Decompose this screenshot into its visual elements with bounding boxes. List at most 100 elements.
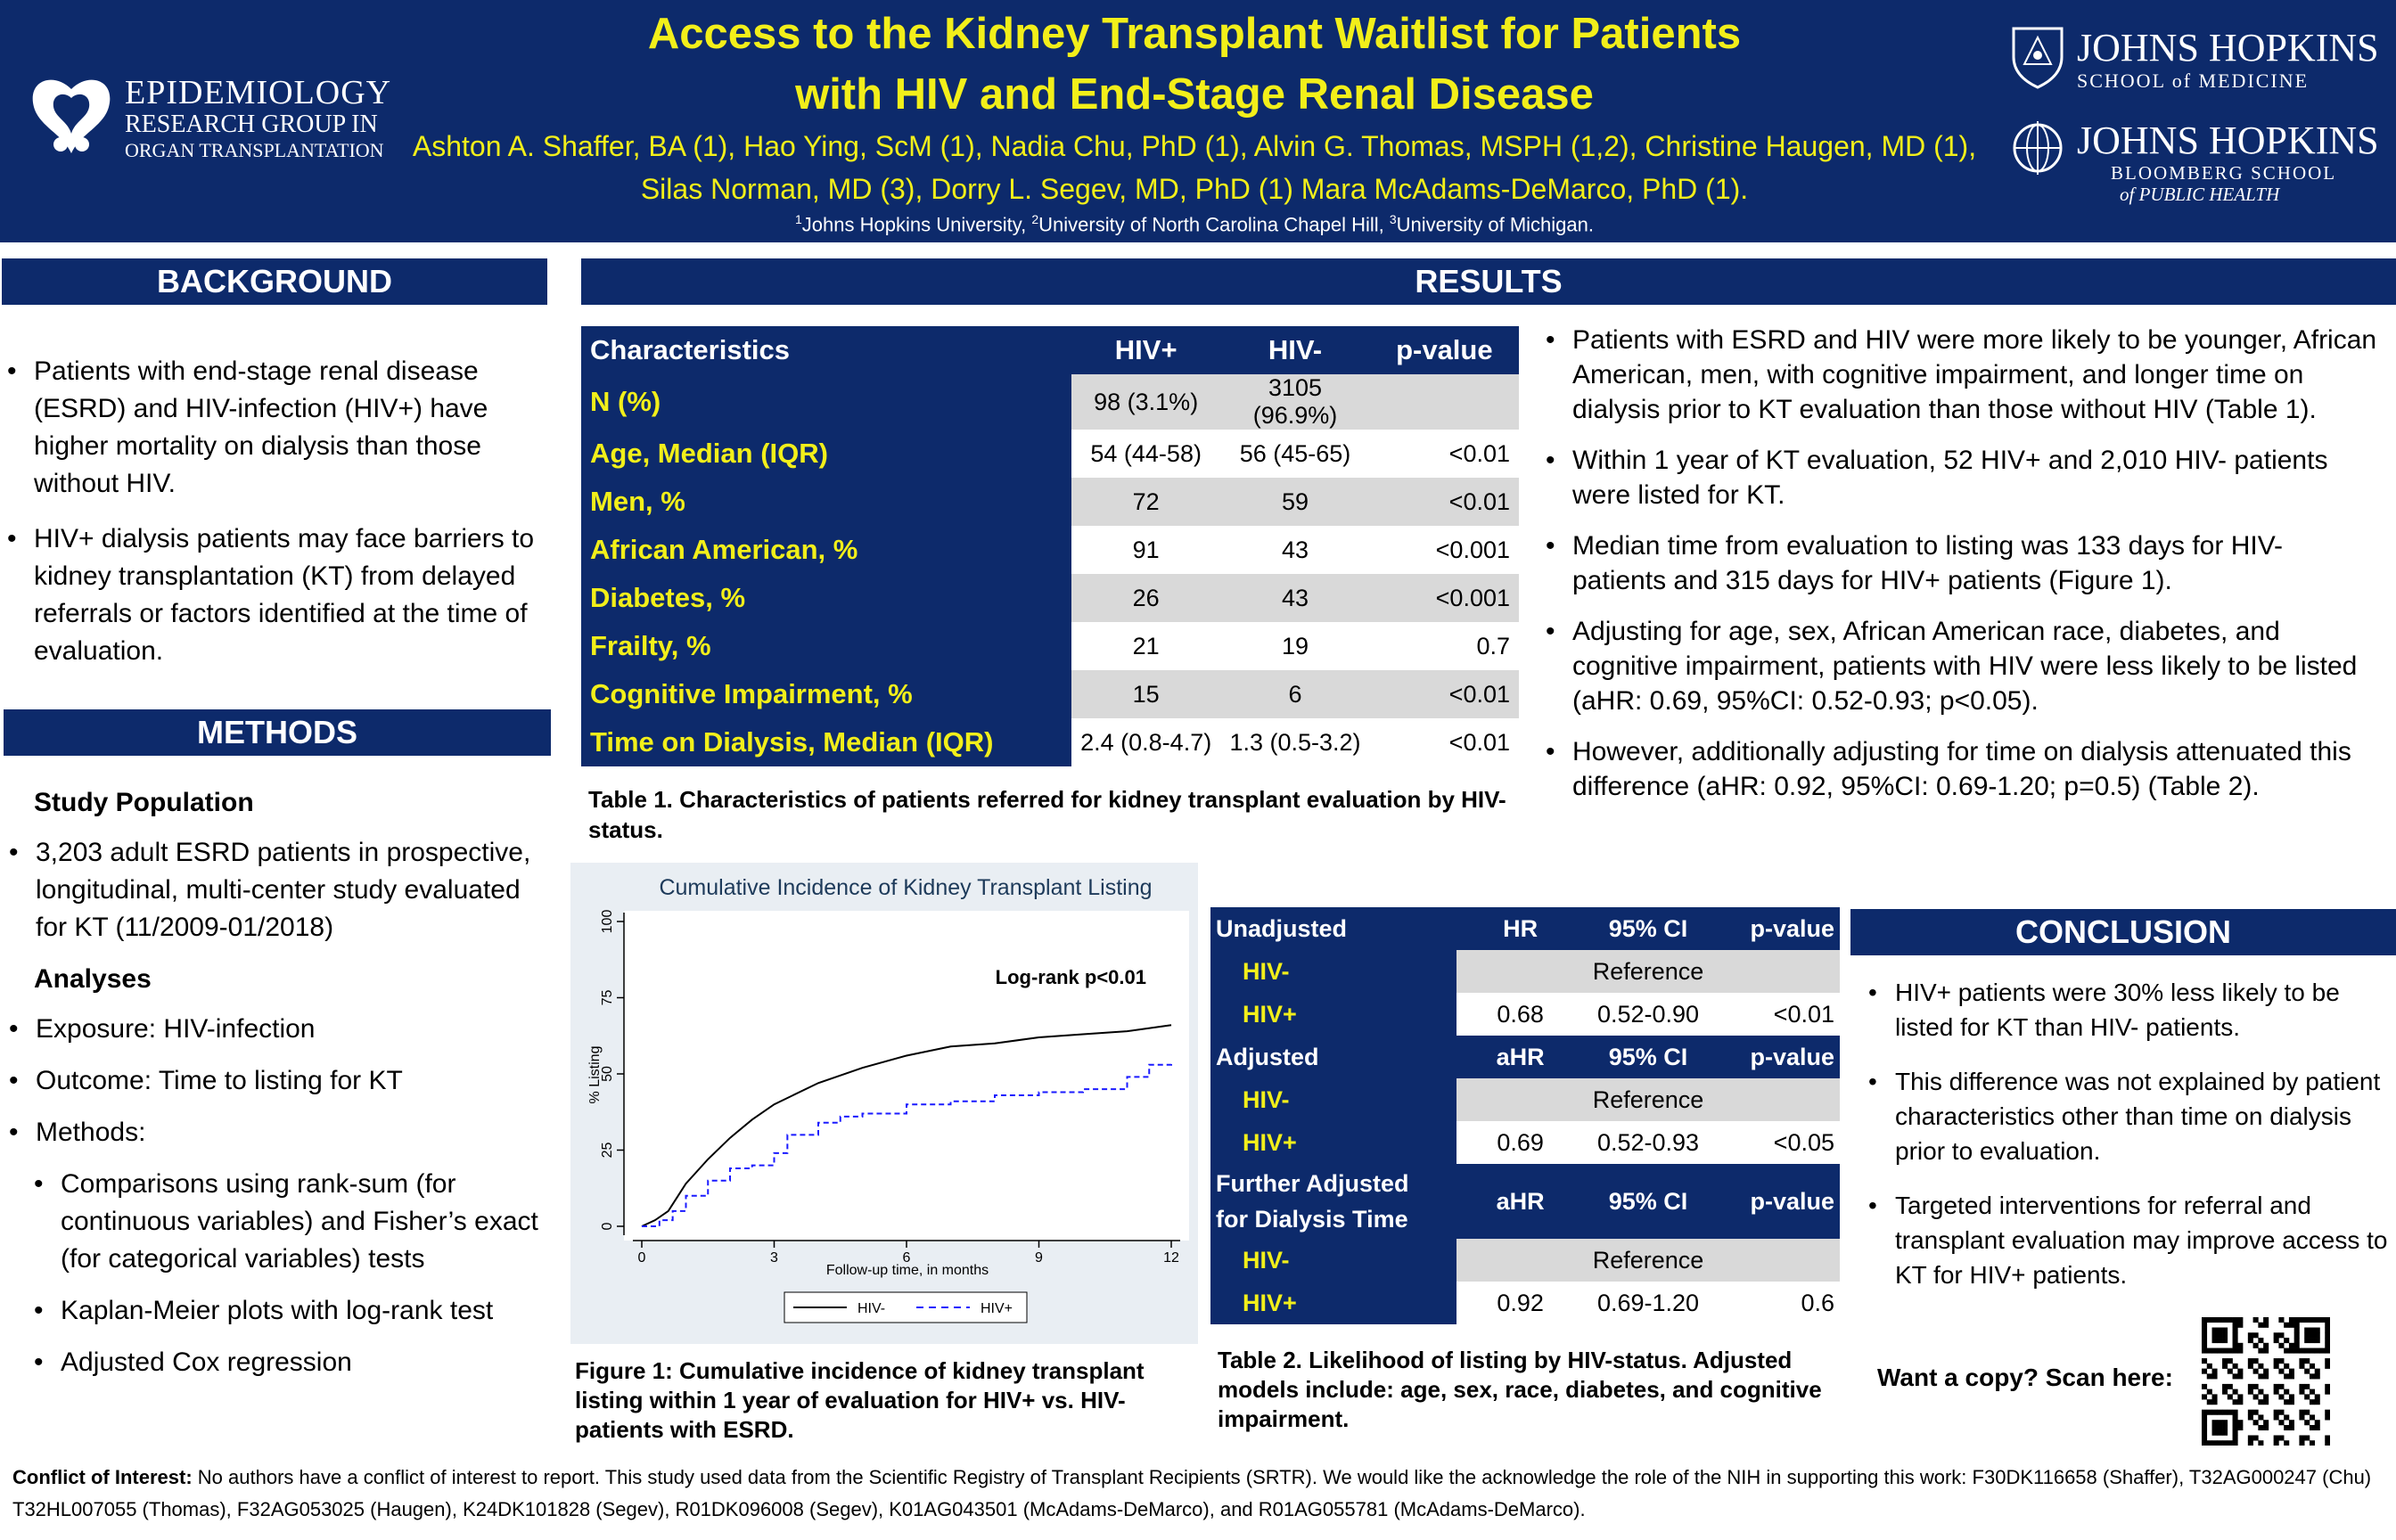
chart-lines (641, 1024, 1172, 1227)
table-header-cell: HR (1456, 907, 1585, 950)
section-label: Further Adjusted for Dialysis Time (1210, 1164, 1456, 1239)
chart-axes: 0 25 50 75 100 0 3 6 9 12 (600, 910, 1180, 1266)
exposure-bullet: Exposure: HIV-infection (9, 1011, 544, 1048)
table-row: HIV+ 0.68 0.52-0.90 <0.01 (1210, 993, 1840, 1036)
conclusion-bullet: Targeted interventions for referral and … (1868, 1188, 2389, 1292)
affiliations: 1Johns Hopkins University, 2University o… (357, 212, 2032, 236)
hiv-neg-cell: 6 (1220, 670, 1370, 718)
p-value-cell: <0.01 (1369, 430, 1519, 478)
table-header-row: Adjusted aHR 95% CI p-value (1210, 1036, 1840, 1078)
table-header-row: Characteristics HIV+ HIV- p-value (581, 326, 1519, 374)
poster-title-line2: with HIV and End-Stage Renal Disease (795, 70, 1594, 119)
ergot-name-line3: ORGAN TRANSPLANTATION (125, 139, 384, 161)
table-row: Time on Dialysis, Median (IQR) 2.4 (0.8-… (581, 718, 1519, 766)
results-list: Patients with ESRD and HIV were more lik… (1546, 323, 2384, 820)
p-value-cell: <0.001 (1369, 574, 1519, 622)
table-row: HIV- Reference (1210, 1239, 1840, 1282)
table-row: Cognitive Impairment, % 15 6 <0.01 (581, 670, 1519, 718)
authors-line1: Ashton A. Shaffer, BA (1), Hao Ying, ScM… (412, 130, 1977, 162)
p-value-cell: 0.6 (1711, 1282, 1840, 1324)
table-header-cell: 95% CI (1584, 1164, 1712, 1239)
p-value-cell (1369, 374, 1519, 430)
x-tick-label: 0 (638, 1250, 646, 1266)
hiv-pos-cell: 2.4 (0.8-4.7) (1071, 718, 1221, 766)
outcome-bullet: Outcome: Time to listing for KT (9, 1062, 544, 1100)
qr-code-icon[interactable] (2202, 1317, 2330, 1446)
p-value-cell: <0.05 (1711, 1121, 1840, 1164)
hiv-neg-cell: 56 (45-65) (1220, 430, 1370, 478)
row-label: Age, Median (IQR) (581, 430, 1071, 478)
conclusion-bullet: HIV+ patients were 30% less likely to be… (1868, 975, 2389, 1044)
methods-sub-bullet: Kaplan-Meier plots with log-rank test (34, 1292, 544, 1330)
table-row: Diabetes, % 26 43 <0.001 (581, 574, 1519, 622)
row-label: African American, % (581, 526, 1071, 574)
authors-line2: Silas Norman, MD (3), Dorry L. Segev, MD… (640, 173, 1749, 205)
ergot-name-line2: RESEARCH GROUP IN (125, 111, 378, 138)
y-tick-label: 75 (600, 990, 615, 1006)
y-tick-label: 100 (600, 910, 615, 934)
table2-caption: Table 2. Likelihood of listing by HIV-st… (1218, 1347, 1822, 1432)
affil-name: University of Michigan. (1396, 213, 1594, 236)
table-row: African American, % 91 43 <0.001 (581, 526, 1519, 574)
background-bullet: HIV+ dialysis patients may face barriers… (7, 520, 542, 670)
qr-prompt: Want a copy? Scan here: (1877, 1364, 2173, 1391)
table-row: Age, Median (IQR) 54 (44-58) 56 (45-65) … (581, 430, 1519, 478)
affil-name: Johns Hopkins University, (801, 213, 1032, 236)
group-label: HIV- (1210, 1239, 1456, 1282)
table-header-cell: 95% CI (1584, 907, 1712, 950)
legend-label-hiv-neg: HIV- (857, 1301, 885, 1316)
group-label: HIV+ (1210, 993, 1456, 1036)
x-tick-label: 9 (1035, 1250, 1043, 1266)
chart-legend: HIV- HIV+ (784, 1291, 1028, 1323)
group-label: HIV+ (1210, 1282, 1456, 1324)
table-header-cell: Characteristics (581, 326, 1071, 374)
hiv-pos-cell: 98 (3.1%) (1071, 374, 1221, 430)
table-header-cell: aHR (1456, 1036, 1585, 1078)
hr-cell: 0.68 (1456, 993, 1585, 1036)
study-population-bullet: 3,203 adult ESRD patients in prospective… (9, 834, 544, 946)
hiv-pos-cell: 91 (1071, 526, 1221, 574)
poster-header (0, 0, 2396, 242)
table-header-cell: HIV+ (1071, 326, 1221, 374)
hiv-pos-cell: 21 (1071, 622, 1221, 670)
jh-public-health-name: JOHNS HOPKINS (2077, 119, 2379, 162)
jh-medicine-sub: SCHOOL of MEDICINE (2077, 70, 2310, 92)
x-tick-label: 6 (903, 1250, 911, 1266)
conflict-text: No authors have a conflict of interest t… (12, 1466, 2372, 1520)
row-label: N (%) (581, 374, 1071, 430)
series-line-hiv-neg (641, 1024, 1172, 1227)
legend-label-hiv-pos: HIV+ (981, 1301, 1013, 1316)
hr-cell: 0.69 (1456, 1121, 1585, 1164)
hr-cell: 0.92 (1456, 1282, 1585, 1324)
methods-sub-bullet: Comparisons using rank-sum (for continuo… (34, 1166, 544, 1278)
p-value-cell: <0.01 (1711, 993, 1840, 1036)
chart-annotation: Log-rank p<0.01 (996, 966, 1146, 988)
ci-cell: 0.52-0.93 (1584, 1121, 1712, 1164)
affil-name: University of North Carolina Chapel Hill… (1038, 213, 1390, 236)
table-header-cell: p-value (1711, 1164, 1840, 1239)
table-header-cell: aHR (1456, 1164, 1585, 1239)
y-tick-label: 50 (600, 1066, 615, 1082)
table-header-cell: p-value (1369, 326, 1519, 374)
row-label: Time on Dialysis, Median (IQR) (581, 718, 1071, 766)
hiv-pos-cell: 15 (1071, 670, 1221, 718)
group-label: HIV- (1210, 950, 1456, 993)
p-value-cell: <0.01 (1369, 670, 1519, 718)
table-header-cell: HIV- (1220, 326, 1370, 374)
y-tick-label: 0 (600, 1222, 615, 1230)
results-bullet: Median time from evaluation to listing w… (1546, 528, 2384, 598)
p-value-cell: <0.01 (1369, 478, 1519, 526)
results-bullet: Patients with ESRD and HIV were more lik… (1546, 323, 2384, 427)
table-header-cell: p-value (1711, 1036, 1840, 1078)
y-axis-label: % Listing (587, 1046, 603, 1104)
results-bullet: Within 1 year of KT evaluation, 52 HIV+ … (1546, 443, 2384, 512)
row-label: Frailty, % (581, 622, 1071, 670)
conclusion-heading: CONCLUSION (1850, 909, 2396, 955)
figure1-caption: Figure 1: Cumulative incidence of kidney… (575, 1357, 1145, 1443)
table-row: N (%) 98 (3.1%) 3105 (96.9%) (581, 374, 1519, 430)
table-row: HIV- Reference (1210, 950, 1840, 993)
table-header-row: Further Adjusted for Dialysis Time aHR 95… (1210, 1164, 1840, 1239)
section-label: Unadjusted (1210, 907, 1456, 950)
results-heading: RESULTS (581, 258, 2396, 305)
cumulative-incidence-chart: Cumulative Incidence of Kidney Transplan… (570, 863, 1198, 1344)
